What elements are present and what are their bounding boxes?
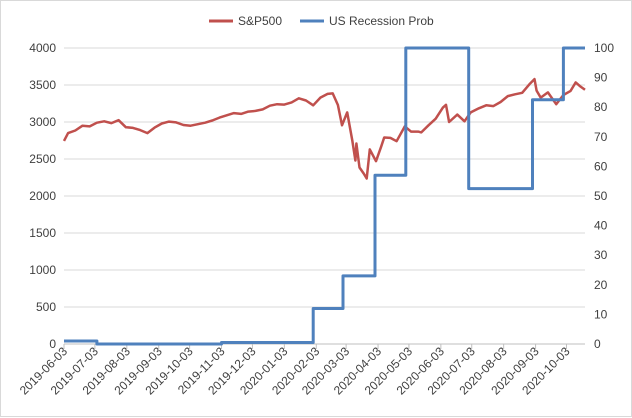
- series-lines: [62, 46, 586, 346]
- y-left-tick-label: 3000: [29, 115, 56, 129]
- y-left-tick-label: 1500: [29, 226, 56, 240]
- y-right-tick-label: 60: [594, 159, 608, 173]
- y-left-tick-label: 2000: [29, 189, 56, 203]
- sp500-line: [62, 77, 586, 180]
- gridlines: [64, 47, 585, 308]
- y-right-tick-label: 30: [594, 248, 608, 262]
- y-right-tick-label: 80: [594, 100, 608, 114]
- y-right-tick-label: 20: [594, 278, 608, 292]
- legend-label-recession-prob: US Recession Prob: [329, 14, 434, 28]
- y-left-tick-label: 1000: [29, 263, 56, 277]
- y-right-tick-label: 70: [594, 130, 608, 144]
- y-right-tick-label: 90: [594, 71, 608, 85]
- y-left-tick-label: 0: [49, 337, 56, 351]
- legend: S&P500 US Recession Prob: [209, 14, 434, 28]
- y-right-tick-label: 0: [594, 337, 601, 351]
- y-right-tick-label: 50: [594, 189, 608, 203]
- y-left-tick-label: 2500: [29, 152, 56, 166]
- y-left-tick-label: 3500: [29, 78, 56, 92]
- y-right-tick-label: 100: [594, 41, 614, 55]
- y-right-tick-label: 40: [594, 219, 608, 233]
- legend-label-sp500: S&P500: [238, 14, 282, 28]
- y-right-tick-label: 10: [594, 307, 608, 321]
- recession-prob-line: [64, 46, 585, 346]
- y-left-tick-label: 500: [36, 300, 56, 314]
- y-left-tick-label: 4000: [29, 41, 56, 55]
